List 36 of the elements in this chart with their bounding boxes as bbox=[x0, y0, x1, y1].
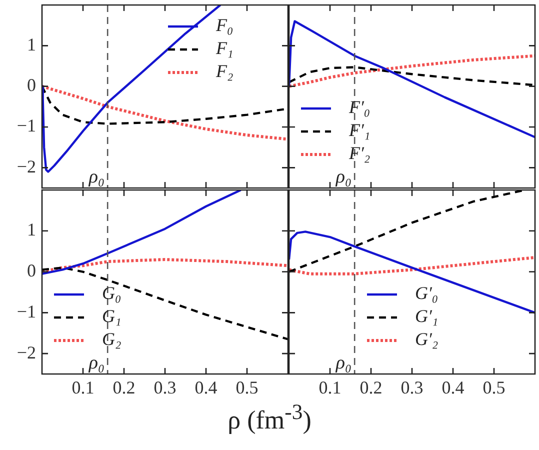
x-tick-label: 0.1 bbox=[318, 378, 342, 398]
legend-label: G′₁ bbox=[415, 306, 438, 326]
legend-label: F₀ bbox=[215, 15, 234, 36]
x-tick-label: 0.1 bbox=[72, 378, 94, 398]
y-tick-label: −1 bbox=[16, 301, 36, 322]
legend-label: G₁ bbox=[102, 306, 122, 326]
ref-line-label: ρ₀ bbox=[88, 166, 105, 188]
legend-label: F′₁ bbox=[348, 120, 370, 140]
legend-label: F₁ bbox=[215, 38, 234, 58]
x-tick-label: 0.5 bbox=[482, 378, 506, 398]
legend-label: F′₂ bbox=[348, 143, 370, 164]
y-tick-label: −2 bbox=[16, 156, 36, 176]
legend-label: F′₀ bbox=[348, 97, 370, 118]
y-tick-label: 0 bbox=[27, 260, 36, 281]
legend-label: F₂ bbox=[215, 61, 234, 82]
y-tick-label: −1 bbox=[16, 116, 36, 136]
legend-label: G′₀ bbox=[415, 283, 438, 304]
x-tick-label: 0.3 bbox=[154, 378, 176, 398]
ref-line-label: ρ₀ bbox=[334, 352, 352, 374]
legend-label: G′₂ bbox=[415, 329, 438, 350]
x-tick-label: 0.2 bbox=[112, 378, 136, 398]
y-tick-label: 1 bbox=[27, 220, 36, 240]
x-tick-label: 0.4 bbox=[194, 378, 218, 398]
y-tick-label: 1 bbox=[27, 34, 36, 54]
x-tick-label: 0.3 bbox=[400, 378, 424, 398]
line-series bbox=[42, 84, 288, 141]
legend-label: G₀ bbox=[102, 283, 122, 304]
x-tick-label: 0.2 bbox=[360, 378, 382, 398]
x-tick-label: 0.4 bbox=[442, 378, 464, 398]
ref-line-label: ρ₀ bbox=[334, 166, 352, 188]
ref-line-label: ρ₀ bbox=[88, 352, 105, 374]
y-tick-label: 0 bbox=[27, 75, 36, 96]
x-axis-title: ρ (fm$^{-3}$) bbox=[226, 400, 312, 436]
legend-label: G₂ bbox=[102, 329, 122, 350]
x-tick-label: 0.5 bbox=[236, 378, 258, 398]
y-tick-label: −2 bbox=[16, 342, 36, 362]
